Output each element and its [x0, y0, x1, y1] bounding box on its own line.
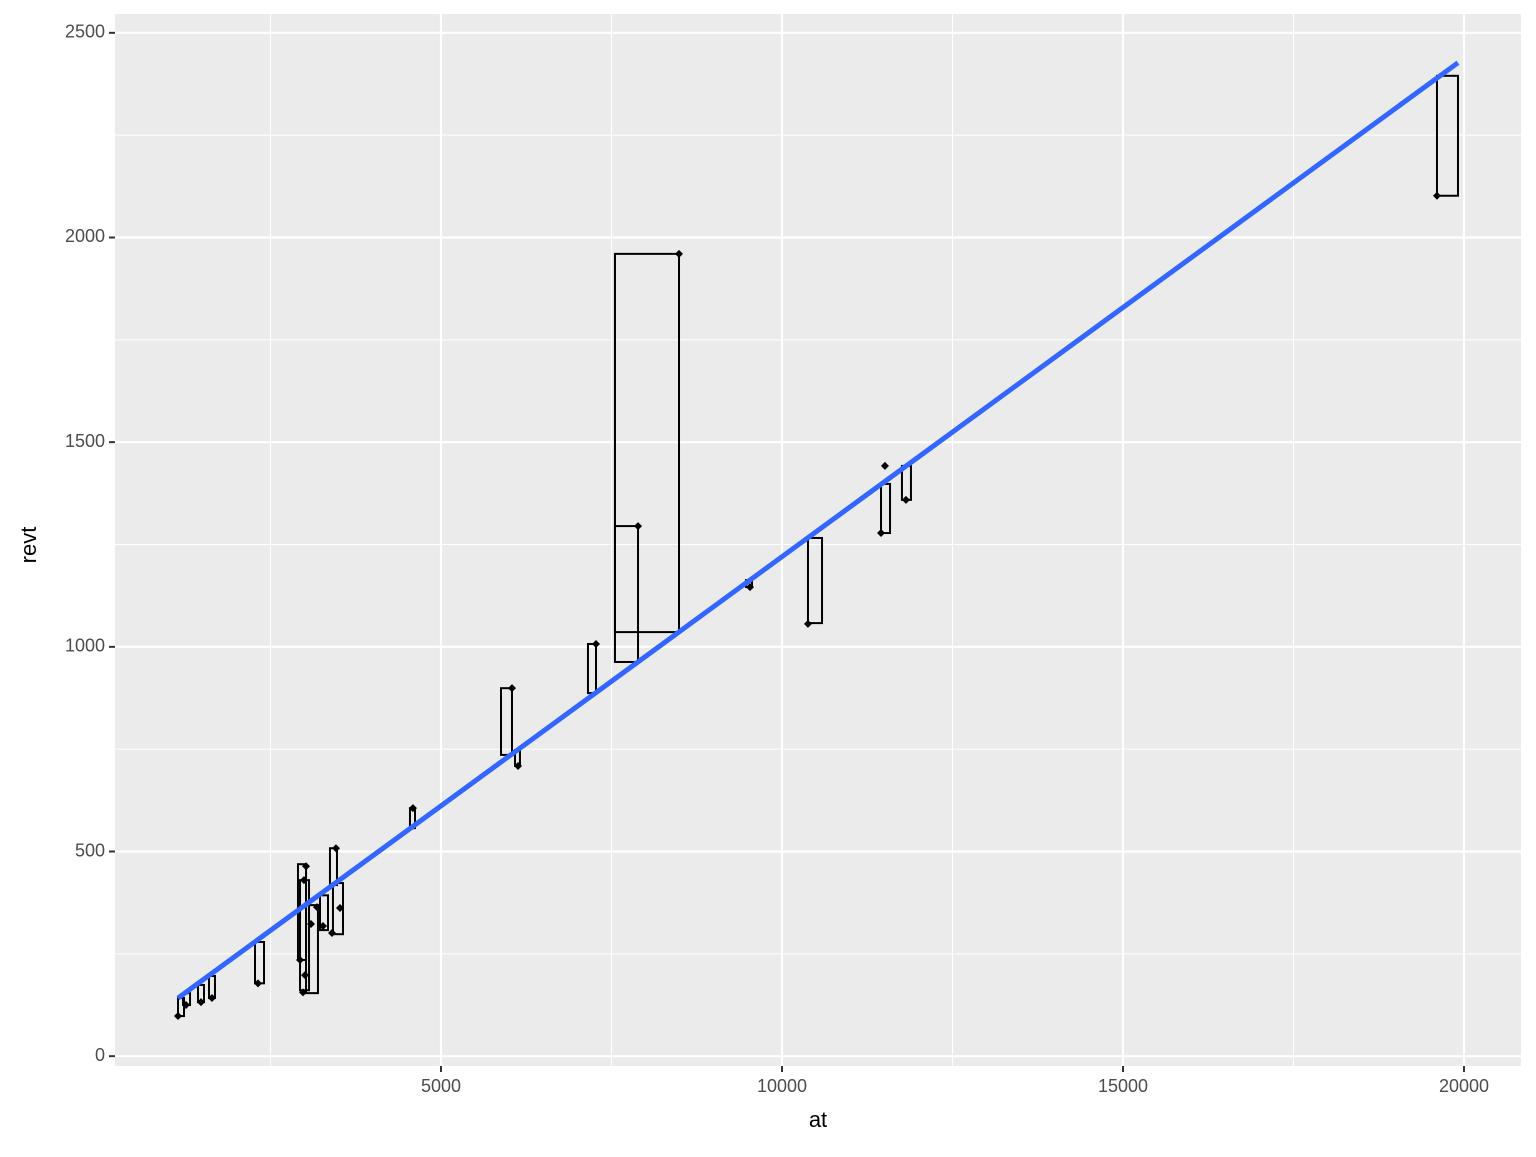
point [174, 1012, 183, 1021]
point [254, 979, 263, 988]
fit-line [176, 60, 1460, 1001]
point [296, 955, 305, 964]
point [299, 876, 308, 885]
rect [613, 525, 640, 663]
point [513, 761, 522, 770]
x-tick-label: 10000 [757, 1076, 807, 1096]
point [507, 684, 516, 693]
rect [500, 687, 513, 756]
rect [1435, 74, 1459, 197]
point [328, 928, 337, 937]
y-tick-label: 1000 [65, 636, 105, 656]
y-tick-label: 2000 [65, 226, 105, 246]
point [634, 522, 643, 531]
point [335, 903, 344, 912]
point [803, 619, 812, 628]
point [313, 903, 322, 912]
point [181, 1001, 190, 1010]
rect [806, 536, 824, 625]
point [408, 804, 417, 813]
point [746, 583, 755, 592]
point [675, 249, 684, 258]
y-tick-label: 1500 [65, 431, 105, 451]
point [301, 971, 310, 980]
point [331, 844, 340, 853]
point [901, 495, 910, 504]
x-axis-title: at [809, 1107, 827, 1132]
x-tick-label: 5000 [421, 1076, 461, 1096]
point [207, 994, 216, 1003]
point [196, 998, 205, 1007]
point [592, 639, 601, 648]
point [302, 862, 311, 871]
rect [319, 894, 329, 932]
y-tick-label: 0 [95, 1045, 105, 1065]
y-tick-label: 500 [75, 840, 105, 860]
point [1432, 191, 1441, 200]
point [299, 988, 308, 997]
x-tick-label: 20000 [1439, 1076, 1489, 1096]
y-axis-title: revt [16, 527, 41, 564]
point [880, 461, 889, 470]
point [307, 919, 316, 928]
point [319, 922, 328, 931]
y-tick-label: 2500 [65, 22, 105, 42]
x-tick-label: 15000 [1098, 1076, 1148, 1096]
point [877, 529, 886, 538]
rect [613, 252, 681, 634]
